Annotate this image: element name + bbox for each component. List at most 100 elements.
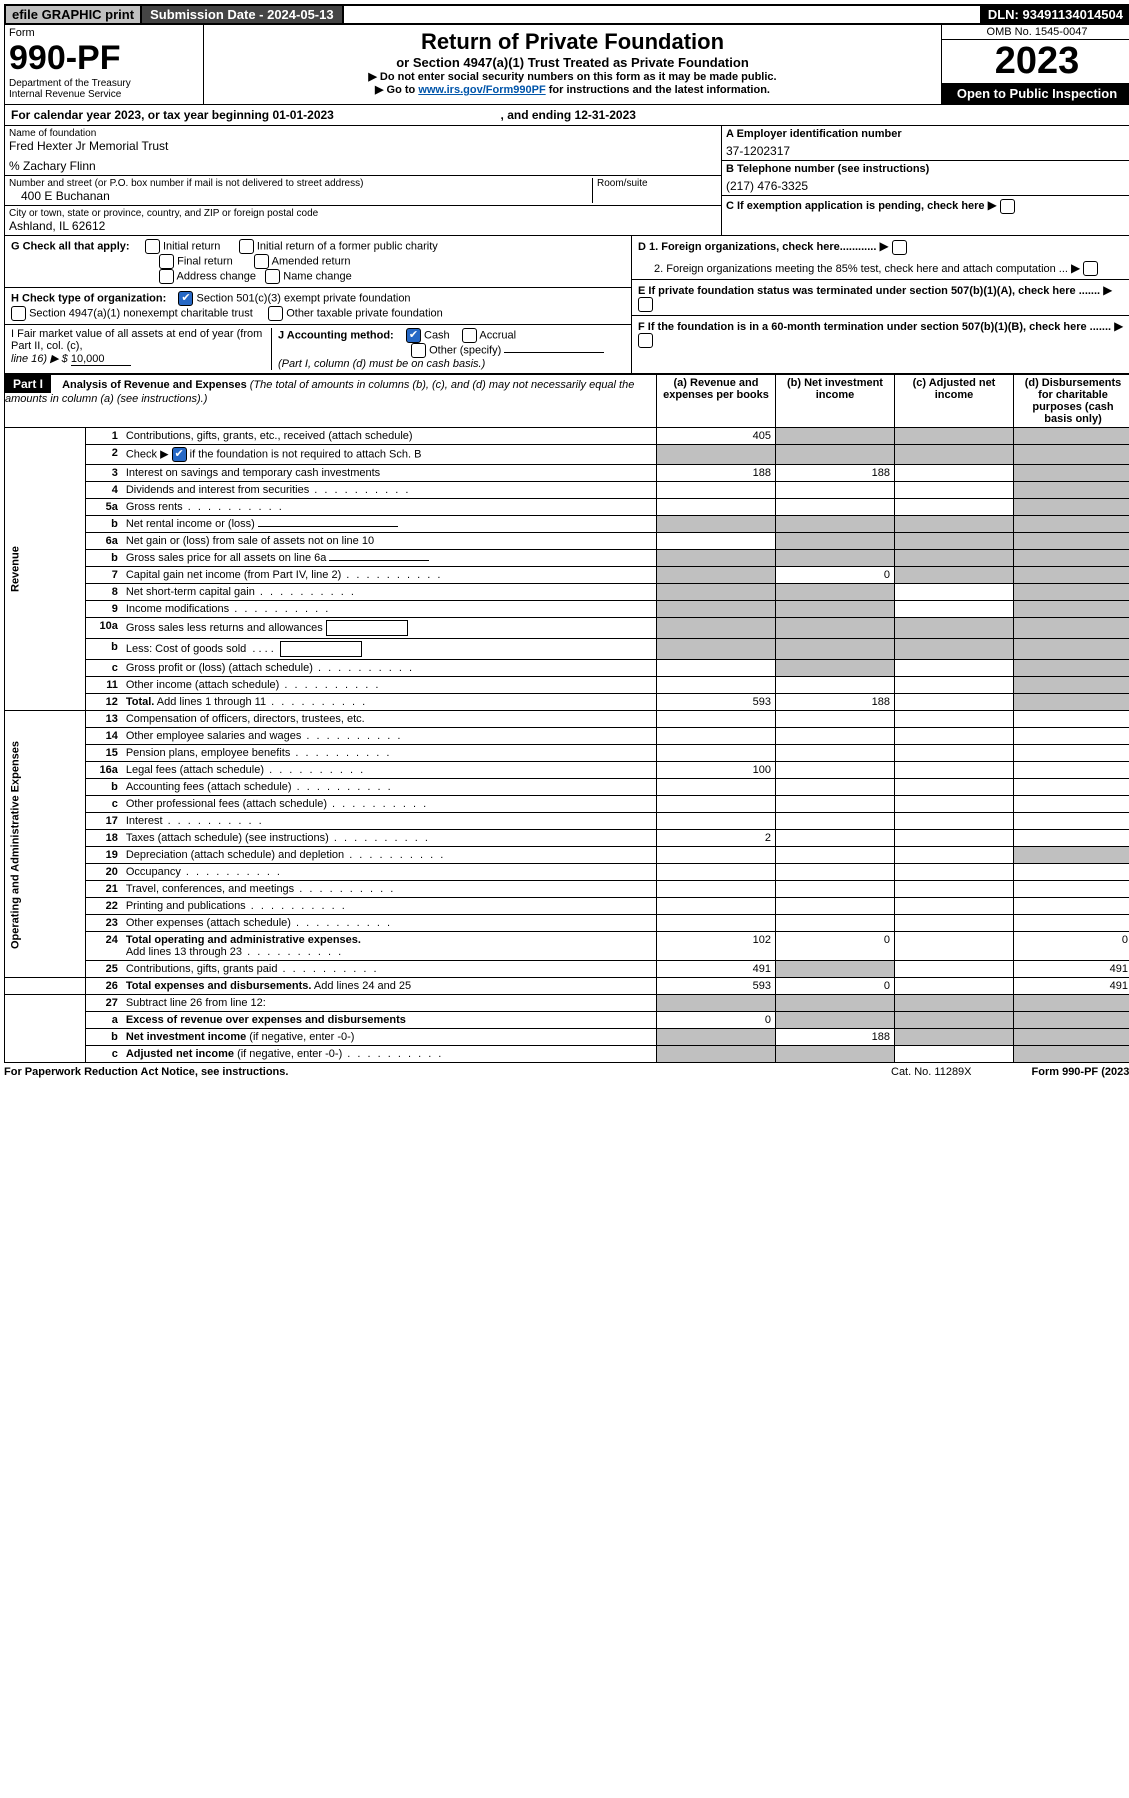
l27b-b: 188 [776,1029,895,1046]
c-checkbox[interactable] [1000,199,1015,214]
l12-desc: Add lines 1 through 11 [154,696,367,708]
omb-number: OMB No. 1545-0047 [942,25,1129,40]
l10c-desc: Gross profit or (loss) (attach schedule) [122,660,657,677]
line-26: 26Total expenses and disbursements. Add … [5,978,1129,995]
d2-label: 2. Foreign organizations meeting the 85%… [654,263,1068,275]
line-7: 7Capital gain net income (from Part IV, … [5,567,1129,584]
part1-header-row: Part I Analysis of Revenue and Expenses … [5,375,1129,428]
room-label: Room/suite [597,178,717,189]
j-label: J Accounting method: [278,329,394,341]
e-checkbox[interactable] [638,297,653,312]
header-right: OMB No. 1545-0047 2023 Open to Public In… [941,25,1129,104]
g-final-return-checkbox[interactable] [159,254,174,269]
instr-pre: ▶ Go to [375,84,418,96]
l24-pre: Total operating and administrative expen… [126,934,361,946]
l24-desc: Add lines 13 through 23 [126,946,343,958]
l9-desc: Income modifications [122,601,657,618]
address-cell: Number and street (or P.O. box number if… [5,176,721,206]
l6b-desc: Gross sales price for all assets on line… [122,550,657,567]
h-4947-checkbox[interactable] [11,306,26,321]
h-501c3: Section 501(c)(3) exempt private foundat… [197,292,411,304]
col-b-header: (b) Net investment income [776,375,895,428]
line-27: 27Subtract line 26 from line 12: [5,995,1129,1012]
l18-a: 2 [657,830,776,847]
footer: For Paperwork Reduction Act Notice, see … [4,1063,1129,1081]
entity-right: A Employer identification number 37-1202… [721,126,1129,235]
l27b-desc: (if negative, enter -0-) [246,1031,354,1043]
paperwork-notice: For Paperwork Reduction Act Notice, see … [4,1066,288,1078]
calendar-mid: , and ending [501,108,575,122]
l27a-desc: Excess of revenue over expenses and disb… [126,1014,406,1026]
l18-desc: Taxes (attach schedule) (see instruction… [122,830,657,847]
h-4947: Section 4947(a)(1) nonexempt charitable … [29,307,253,319]
l26-d: 491 [1014,978,1129,995]
city-label: City or town, state or province, country… [9,208,717,219]
street-address: 400 E Buchanan [9,189,592,203]
form-number: 990-PF [9,39,199,78]
line-27c: cAdjusted net income (if negative, enter… [5,1046,1129,1063]
i-line16: line 16) ▶ $ [11,353,68,365]
irs-link[interactable]: www.irs.gov/Form990PF [418,84,545,96]
i-fmv-value: 10,000 [71,353,131,366]
g-name-change: Name change [283,270,352,282]
phone-cell: B Telephone number (see instructions) (2… [722,161,1129,196]
line-14: 14Other employee salaries and wages [5,728,1129,745]
l19-desc: Depreciation (attach schedule) and deple… [122,847,657,864]
tax-year-end: 12-31-2023 [575,108,636,122]
l26-b: 0 [776,978,895,995]
line-8: 8Net short-term capital gain [5,584,1129,601]
def-right: D 1. Foreign organizations, check here..… [631,236,1129,373]
g-row: G Check all that apply: Initial return I… [5,236,631,287]
h-501c3-checkbox[interactable] [178,291,193,306]
g-amended-checkbox[interactable] [254,254,269,269]
g-name-change-checkbox[interactable] [265,269,280,284]
c-label: C If exemption application is pending, c… [726,200,985,212]
l24-a: 102 [657,932,776,961]
f-label: F If the foundation is in a 60-month ter… [638,321,1111,333]
j-accrual-checkbox[interactable] [462,328,477,343]
g-initial-return-checkbox[interactable] [145,239,160,254]
g-initial-former-checkbox[interactable] [239,239,254,254]
l26-desc: Add lines 24 and 25 [311,980,411,992]
l8-desc: Net short-term capital gain [122,584,657,601]
entity-info: Name of foundation Fred Hexter Jr Memori… [4,126,1129,236]
line-11: 11Other income (attach schedule) [5,677,1129,694]
phone-value: (217) 476-3325 [726,179,1128,193]
d1-checkbox[interactable] [892,240,907,255]
e-label: E If private foundation status was termi… [638,285,1100,297]
l3-a: 188 [657,465,776,482]
col-c-header: (c) Adjusted net income [895,375,1014,428]
g-address-change-checkbox[interactable] [159,269,174,284]
line-4: 4Dividends and interest from securities [5,482,1129,499]
ein-cell: A Employer identification number 37-1202… [722,126,1129,161]
addr-label: Number and street (or P.O. box number if… [9,178,592,189]
h-other-checkbox[interactable] [268,306,283,321]
f-row: F If the foundation is in a 60-month ter… [632,315,1129,351]
l25-desc: Contributions, gifts, grants paid [122,961,657,978]
j-accrual: Accrual [479,329,516,341]
d1-row: D 1. Foreign organizations, check here..… [632,236,1129,258]
line-16a: 16aLegal fees (attach schedule)100 [5,762,1129,779]
l16a-a: 100 [657,762,776,779]
city-cell: City or town, state or province, country… [5,206,721,235]
part1-title: Analysis of Revenue and Expenses [62,379,247,391]
dln: DLN: 93491134014504 [980,6,1129,23]
l11-desc: Other income (attach schedule) [122,677,657,694]
calendar-year-row: For calendar year 2023, or tax year begi… [4,105,1129,126]
efile-print-button[interactable]: efile GRAPHIC print [6,6,142,23]
l2-checkbox[interactable] [172,447,187,462]
l1-a: 405 [657,428,776,445]
l24-d: 0 [1014,932,1129,961]
f-checkbox[interactable] [638,333,653,348]
j-cash-checkbox[interactable] [406,328,421,343]
l16b-desc: Accounting fees (attach schedule) [122,779,657,796]
tax-year: 2023 [942,40,1129,83]
d2-checkbox[interactable] [1083,261,1098,276]
line-20: 20Occupancy [5,864,1129,881]
topbar: efile GRAPHIC print Submission Date - 20… [4,4,1129,25]
j-other-checkbox[interactable] [411,343,426,358]
l25-d: 491 [1014,961,1129,978]
h-label: H Check type of organization: [11,292,166,304]
l21-desc: Travel, conferences, and meetings [122,881,657,898]
ein-value: 37-1202317 [726,144,1128,158]
